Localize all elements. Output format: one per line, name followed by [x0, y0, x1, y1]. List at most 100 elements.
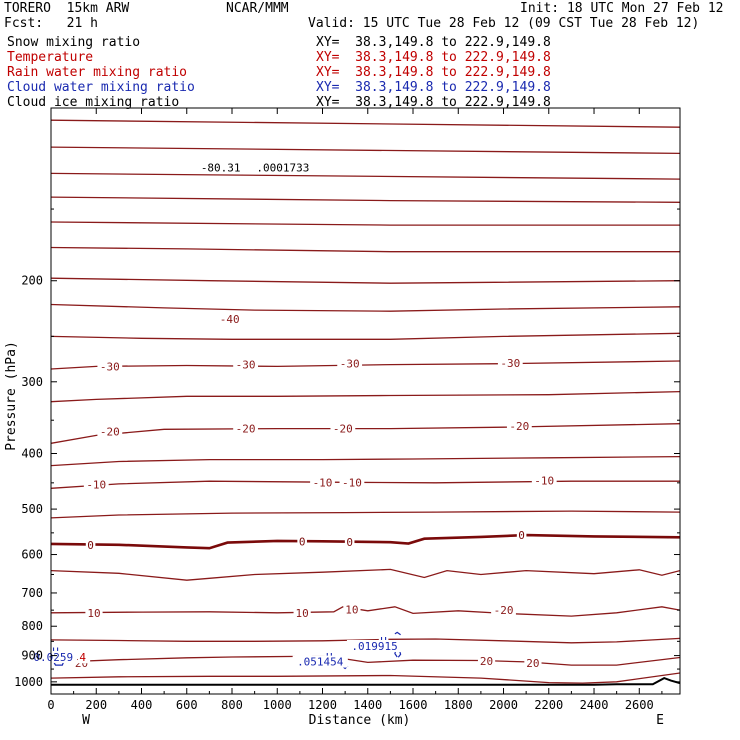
x-tick-label: 2000 [489, 698, 518, 712]
y-tick-label: 400 [21, 446, 43, 460]
field-xy-rain: XY= 38.3,149.8 to 222.9,149.8 [316, 65, 551, 80]
contour-label: .0001733 [256, 162, 309, 175]
x-tick-label: 800 [221, 698, 243, 712]
contour-label-bg [330, 422, 356, 435]
center-title: NCAR/MMM [226, 1, 289, 16]
contour-label: -30 [340, 358, 360, 371]
contour-label: 20 [526, 657, 539, 670]
contour-label: -20 [509, 420, 529, 433]
contour-label: 10 [345, 603, 358, 616]
contour-label: 10 [296, 607, 309, 620]
contour-label-bg [497, 356, 523, 369]
forecast-hour: Fcst: 21 h [4, 16, 98, 31]
contour-label-bg [506, 419, 532, 432]
contour-label-bg [85, 606, 103, 619]
contour-label: -30 [500, 357, 520, 370]
contour-label: -30 [100, 360, 120, 373]
contour-label-bg [531, 474, 557, 487]
x-tick-label: 1800 [444, 698, 473, 712]
x-tick-label: 200 [85, 698, 107, 712]
isotherm-line [51, 655, 680, 666]
y-tick-label: 600 [21, 548, 43, 562]
contour-label: -10 [86, 478, 106, 491]
isotherm-line [51, 480, 680, 489]
east-label: E [656, 713, 664, 728]
field-label-cloud-ice: Cloud ice mixing ratio [7, 95, 180, 110]
x-tick-label: 0 [47, 698, 54, 712]
y-tick-label: 500 [21, 502, 43, 516]
contour-label-bg [83, 478, 109, 491]
isotherm-line [51, 221, 680, 226]
contour-label-bg [310, 476, 335, 489]
isotherm-line [51, 246, 680, 253]
isotherm-line [51, 423, 680, 444]
valid-time: Valid: 15 UTC Tue 28 Feb 12 (09 CST Tue … [308, 16, 700, 31]
contour-label: 4 [79, 651, 86, 664]
field-label-cloud-water: Cloud water mixing ratio [7, 80, 195, 95]
contour-label: 10 [87, 607, 100, 620]
contour-label-bg [339, 476, 365, 489]
y-tick-label: 200 [21, 274, 43, 288]
isotherm-line [51, 172, 680, 180]
field-label-temperature: Temperature [7, 50, 94, 65]
contour-label-bg [524, 657, 542, 670]
isotherm-line [51, 510, 680, 519]
x-tick-label: 1400 [353, 698, 382, 712]
model-title: TORERO 15km ARW [4, 1, 130, 16]
isotherm-line [51, 606, 680, 617]
contour-label: 0 [299, 535, 306, 548]
init-time: Init: 18 UTC Mon 27 Feb 12 [520, 1, 724, 16]
contour-label-bg [251, 161, 315, 174]
x-tick-label: 1000 [263, 698, 292, 712]
contour-label-bg [292, 655, 348, 668]
field-xy-cloud-ice: XY= 38.3,149.8 to 222.9,149.8 [316, 95, 551, 110]
isotherm-line [51, 303, 680, 312]
x-tick-label: 1600 [399, 698, 428, 712]
isotherm-line [51, 146, 680, 155]
contour-label: .019915 [351, 640, 397, 653]
y-axis-label: Pressure (hPa) [4, 341, 19, 451]
contour-label-bg [233, 422, 258, 435]
field-xy-temperature: XY= 38.3,149.8 to 222.9,149.8 [316, 50, 551, 65]
isotherm-line [51, 455, 680, 467]
isotherm-line [51, 568, 680, 581]
x-tick-label: 2400 [580, 698, 609, 712]
contour-label: -80.31 [201, 162, 241, 175]
contour-label: -30 [236, 359, 256, 372]
contour-label-bg [85, 538, 96, 551]
contour-label-bg [217, 312, 243, 325]
isotherm-line [51, 196, 680, 203]
y-tick-label: 700 [21, 586, 43, 600]
contour-label-bg [477, 655, 496, 668]
contour-label: 0 [346, 536, 353, 549]
isotherm-line [51, 390, 680, 403]
x-tick-label: 600 [176, 698, 198, 712]
field-label-snow: Snow mixing ratio [7, 35, 141, 50]
contour-label-bg [346, 639, 403, 652]
contour-label: -10 [534, 475, 554, 488]
contour-label: 0.0259 [33, 651, 73, 664]
contour-label-bg [293, 606, 311, 619]
y-tick-label: 1000 [14, 675, 43, 689]
cloud-water-contour [394, 631, 401, 636]
contour-label: -40 [220, 313, 240, 326]
contour-label-bg [77, 651, 88, 664]
field-label-rain: Rain water mixing ratio [7, 65, 188, 80]
contour-label-bg [516, 529, 527, 542]
contour-label: 20 [480, 655, 493, 668]
y-tick-label: 300 [21, 375, 43, 389]
contour-label-bg [491, 604, 516, 617]
contour-label: -20 [494, 604, 514, 617]
isotherm-line [51, 360, 680, 370]
contour-label-bg [233, 358, 258, 371]
contour-label-bg [196, 161, 245, 174]
plot-frame [50, 107, 681, 695]
x-tick-label: 2200 [534, 698, 563, 712]
west-label: W [82, 713, 90, 728]
x-tick-label: 400 [131, 698, 153, 712]
contour-label: -10 [342, 476, 362, 489]
contour-label-bg [337, 357, 363, 370]
isotherm-line [51, 637, 680, 644]
isotherm-zero [51, 533, 680, 550]
